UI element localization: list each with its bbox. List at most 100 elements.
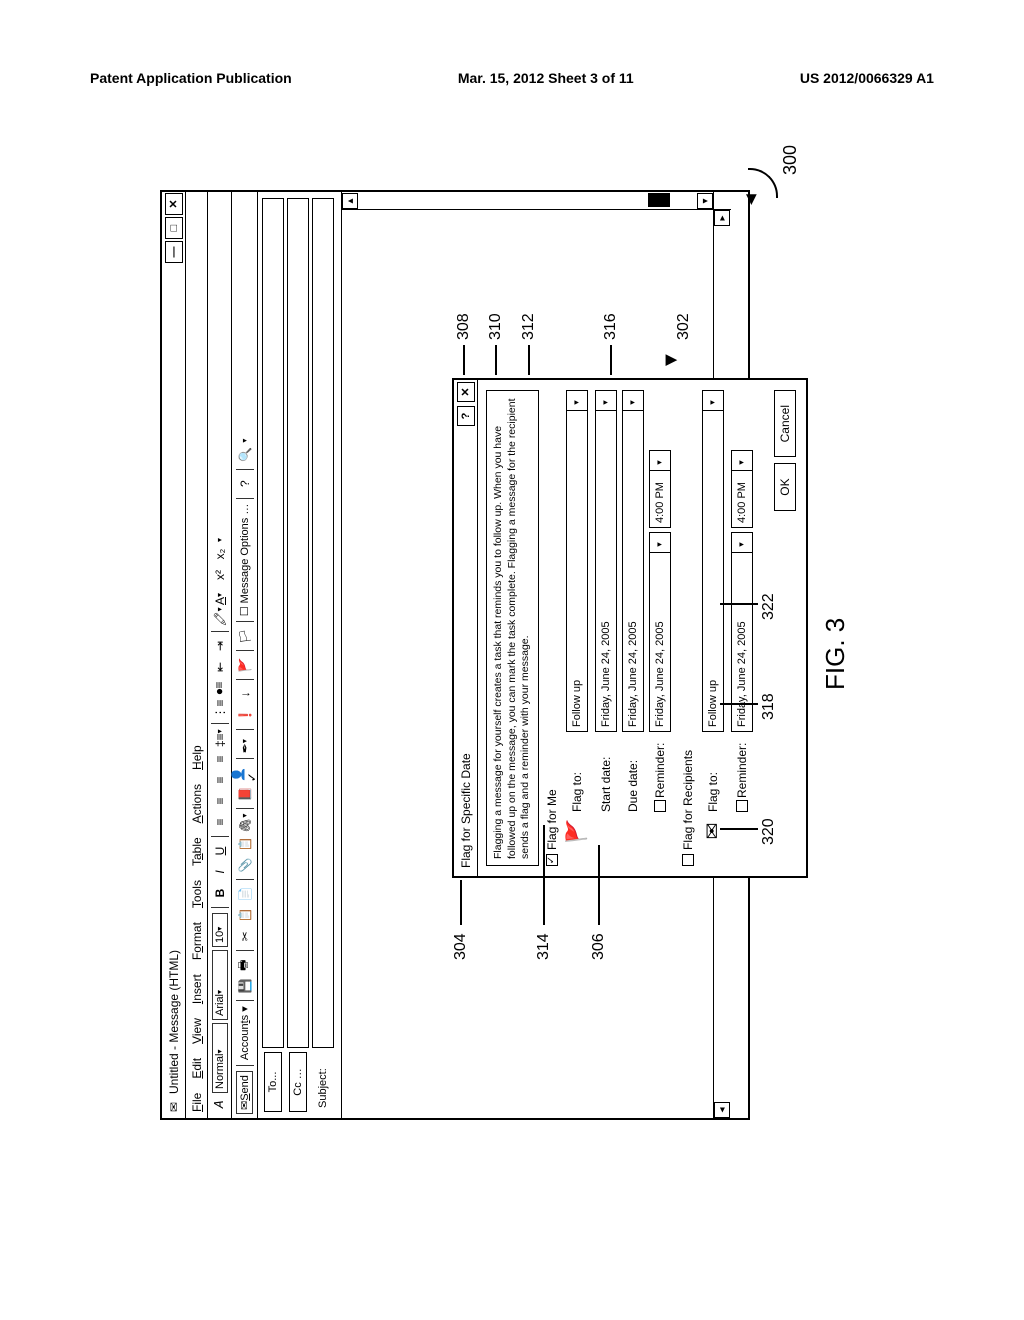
due-date-label: Due date:	[626, 732, 640, 812]
numbered-list-icon[interactable]: ⋮≡	[211, 700, 229, 718]
check-names-icon[interactable]: 👤✓	[236, 764, 254, 782]
send-button[interactable]: ✉ Send	[236, 1071, 253, 1114]
copy-icon[interactable]: 📋	[236, 906, 254, 924]
flag-for-me-checkbox[interactable]: ✓	[546, 854, 558, 866]
attach-dd-icon[interactable]: 🖇▾	[236, 814, 254, 832]
callout-302: 302	[675, 313, 693, 340]
to-input[interactable]	[262, 198, 284, 1048]
print-icon[interactable]: 🖶	[236, 956, 254, 974]
menu-file[interactable]: File	[190, 1093, 204, 1112]
window-title: Untitled - Message (HTML)	[167, 950, 181, 1094]
style-dropdown[interactable]: Normal▾	[212, 1023, 228, 1093]
message-options-button[interactable]: ☐ Message Options …	[238, 504, 251, 617]
menu-insert[interactable]: Insert	[190, 974, 204, 1004]
close-button[interactable]: ✕	[165, 193, 183, 215]
align-left-icon[interactable]: ≡	[211, 813, 229, 831]
flag-for-recipients-section: Flag for Recipients	[681, 390, 695, 866]
ref-300: 300	[780, 145, 801, 175]
menu-edit[interactable]: Edit	[190, 1058, 204, 1079]
menu-table[interactable]: Table	[190, 837, 204, 866]
callout-310: 310	[487, 313, 505, 340]
scroll-up-icon[interactable]: ▴	[342, 193, 358, 209]
font-dropdown[interactable]: Arial▾	[212, 950, 228, 1020]
menu-help[interactable]: Help	[190, 745, 204, 770]
reminder-date-dropdown[interactable]: Friday, June 24, 2005▾	[649, 532, 671, 732]
size-dropdown[interactable]: 10▾	[212, 913, 228, 947]
flag-for-me-section: ✓ Flag for Me	[545, 390, 559, 866]
dialog-title-text: Flag for Specific Date	[459, 753, 473, 868]
outdent-icon[interactable]: ⇤	[211, 658, 229, 676]
underline-icon[interactable]: U	[211, 842, 229, 860]
align-center-icon[interactable]: ≡	[211, 792, 229, 810]
indent-icon[interactable]: ⇥	[211, 637, 229, 655]
insert-item-icon[interactable]: 📋	[236, 835, 254, 853]
callout-318: 318	[760, 693, 778, 720]
flag-for-recipients-checkbox[interactable]	[682, 854, 694, 866]
subscript-icon[interactable]: x₂	[211, 545, 229, 563]
recip-reminder-date-dropdown[interactable]: Friday, June 24, 2005▾	[731, 532, 753, 732]
message-fields: To... Cc … Subject:	[258, 192, 341, 1118]
cc-button[interactable]: Cc …	[289, 1052, 307, 1112]
reminder-me-checkbox[interactable]	[654, 800, 666, 812]
recip-reminder-time-dropdown[interactable]: 4:00 PM▾	[731, 450, 753, 528]
importance-low-icon[interactable]: ↓	[236, 685, 254, 703]
address-book-icon[interactable]: 📕	[236, 785, 254, 803]
maximize-button[interactable]: □	[165, 217, 183, 239]
help-icon[interactable]: ?	[236, 475, 254, 493]
research-icon[interactable]: 🔍	[236, 446, 254, 464]
to-button[interactable]: To...	[264, 1052, 282, 1112]
dialog-description: Flagging a message for yourself creates …	[486, 390, 539, 866]
cancel-button[interactable]: Cancel	[774, 390, 796, 457]
format-toolbar: 𝐴 Normal▾ Arial▾ 10▾ B I U ≡ ≡ ≡ ≡ ‡≡▾ ⋮…	[208, 192, 232, 1118]
callout-316: 316	[602, 313, 620, 340]
callout-314: 314	[535, 933, 553, 960]
ok-button[interactable]: OK	[774, 463, 796, 510]
vertical-scrollbar[interactable]: ▴ ▾	[342, 192, 731, 210]
highlight-icon[interactable]: 🖍▾	[211, 608, 229, 626]
due-date-dropdown[interactable]: Friday, June 24, 2005▾	[622, 390, 644, 732]
line-spacing-icon[interactable]: ‡≡▾	[211, 729, 229, 747]
dialog-close-button[interactable]: ✕	[457, 382, 475, 402]
subject-label: Subject:	[317, 1052, 329, 1112]
cut-icon[interactable]: ✂	[236, 927, 254, 945]
save-icon[interactable]: 💾	[236, 977, 254, 995]
cc-input[interactable]	[287, 198, 309, 1048]
accounts-dropdown[interactable]: Accounts ▾	[238, 1006, 251, 1060]
reminder-time-dropdown[interactable]: 4:00 PM▾	[649, 450, 671, 528]
flag-red-icon[interactable]: 🏳	[236, 627, 254, 645]
recip-flag-to-dropdown[interactable]: Follow up▾	[702, 390, 724, 732]
minimize-button[interactable]: —	[165, 241, 183, 263]
signature-icon[interactable]: ✒▾	[236, 735, 254, 753]
menu-tools[interactable]: Tools	[190, 880, 204, 908]
reminder-recip-checkbox[interactable]	[736, 800, 748, 812]
menu-format[interactable]: Format	[190, 922, 204, 960]
flag-icon[interactable]: 🚩	[236, 656, 254, 674]
menu-actions[interactable]: Actions	[190, 784, 204, 823]
flag-to-label: Flag to:	[570, 732, 584, 812]
bold-icon[interactable]: B	[211, 884, 229, 902]
subject-input[interactable]	[312, 198, 334, 1048]
dialog-help-button[interactable]: ?	[457, 406, 475, 426]
callout-302-arrow: ▼	[660, 350, 683, 370]
attach-icon[interactable]: 📎	[236, 856, 254, 874]
importance-high-icon[interactable]: ❗	[236, 706, 254, 724]
callout-322: 322	[760, 593, 778, 620]
scroll-down-icon[interactable]: ▾	[697, 193, 713, 209]
titlebar: ✉ Untitled - Message (HTML) — □ ✕	[162, 192, 186, 1118]
align-right-icon[interactable]: ≡	[211, 771, 229, 789]
scroll-thumb[interactable]	[648, 194, 670, 208]
paste-icon[interactable]: 📄	[236, 885, 254, 903]
scroll-left-icon[interactable]: ◂	[714, 1102, 730, 1118]
align-justify-icon[interactable]: ≡	[211, 750, 229, 768]
header-publisher: Patent Application Publication	[90, 70, 292, 86]
bullet-list-icon[interactable]: ⦁≡	[211, 679, 229, 697]
figure-label: FIG. 3	[820, 618, 851, 690]
menu-view[interactable]: View	[190, 1018, 204, 1044]
superscript-icon[interactable]: x²	[211, 566, 229, 584]
recip-flag-to-label: Flag to:	[706, 732, 720, 812]
flag-to-dropdown[interactable]: Follow up▾	[566, 390, 588, 732]
scroll-right-icon[interactable]: ▸	[714, 210, 730, 226]
start-date-dropdown[interactable]: Friday, June 24, 2005▾	[595, 390, 617, 732]
italic-icon[interactable]: I	[211, 863, 229, 881]
font-color-icon[interactable]: A▾	[211, 587, 229, 605]
